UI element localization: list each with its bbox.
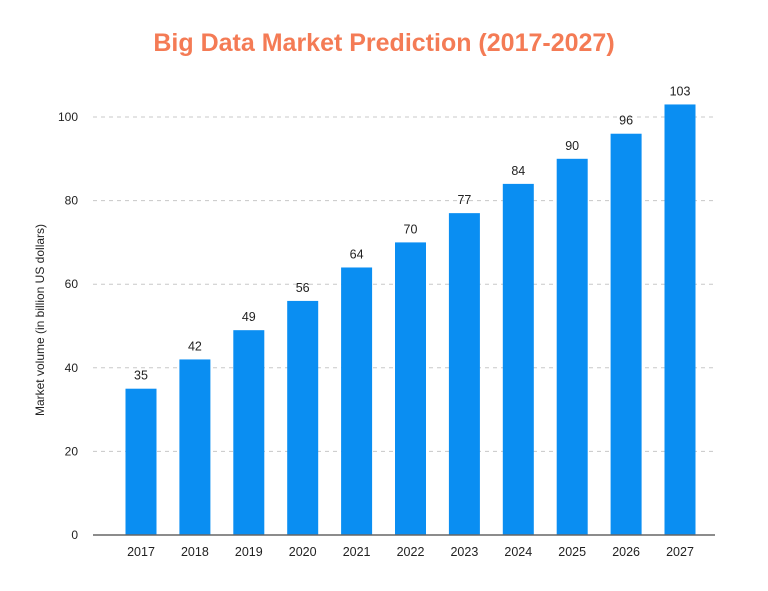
bar-2017	[125, 388, 157, 535]
x-tick-label: 2019	[235, 545, 263, 559]
x-tick-label: 2020	[289, 545, 317, 559]
bar-2026	[610, 133, 642, 535]
data-label: 84	[511, 164, 525, 178]
data-label: 70	[404, 222, 418, 236]
bar-2025	[556, 158, 588, 536]
bar-2022	[395, 242, 426, 535]
bar-2021	[341, 267, 373, 535]
x-tick-label: 2024	[504, 545, 532, 559]
y-tick-label: 0	[71, 528, 78, 542]
y-tick-label: 100	[58, 110, 78, 124]
data-label: 35	[134, 369, 148, 383]
y-tick-label: 20	[65, 444, 79, 458]
x-tick-label: 2023	[450, 545, 478, 559]
x-tick-label: 2017	[127, 545, 155, 559]
y-tick-label: 60	[65, 277, 79, 291]
x-tick-label: 2021	[343, 545, 371, 559]
y-tick-label: 80	[65, 194, 79, 208]
data-label: 103	[670, 84, 691, 98]
bar-2024	[502, 183, 534, 535]
y-tick-label: 40	[65, 361, 79, 375]
x-tick-label: 2027	[666, 545, 694, 559]
bar-2019	[233, 330, 265, 535]
data-label: 56	[296, 281, 310, 295]
x-tick-label: 2026	[612, 545, 640, 559]
chart-title: Big Data Market Prediction (2017-2027)	[153, 29, 614, 57]
data-label: 77	[457, 193, 471, 207]
bar-2027	[664, 104, 696, 536]
data-label: 96	[619, 114, 633, 128]
data-label: 49	[242, 310, 256, 324]
data-label: 90	[565, 139, 579, 153]
bar-2020	[287, 300, 319, 535]
x-tick-label: 2022	[397, 545, 425, 559]
x-tick-label: 2018	[181, 545, 209, 559]
data-label: 64	[350, 247, 364, 261]
y-axis-label: Market volume (in billion US dollars)	[33, 224, 47, 416]
data-label: 42	[188, 339, 202, 353]
bar-2023	[448, 213, 480, 535]
bar-2018	[179, 359, 211, 535]
x-tick-label: 2025	[558, 545, 586, 559]
